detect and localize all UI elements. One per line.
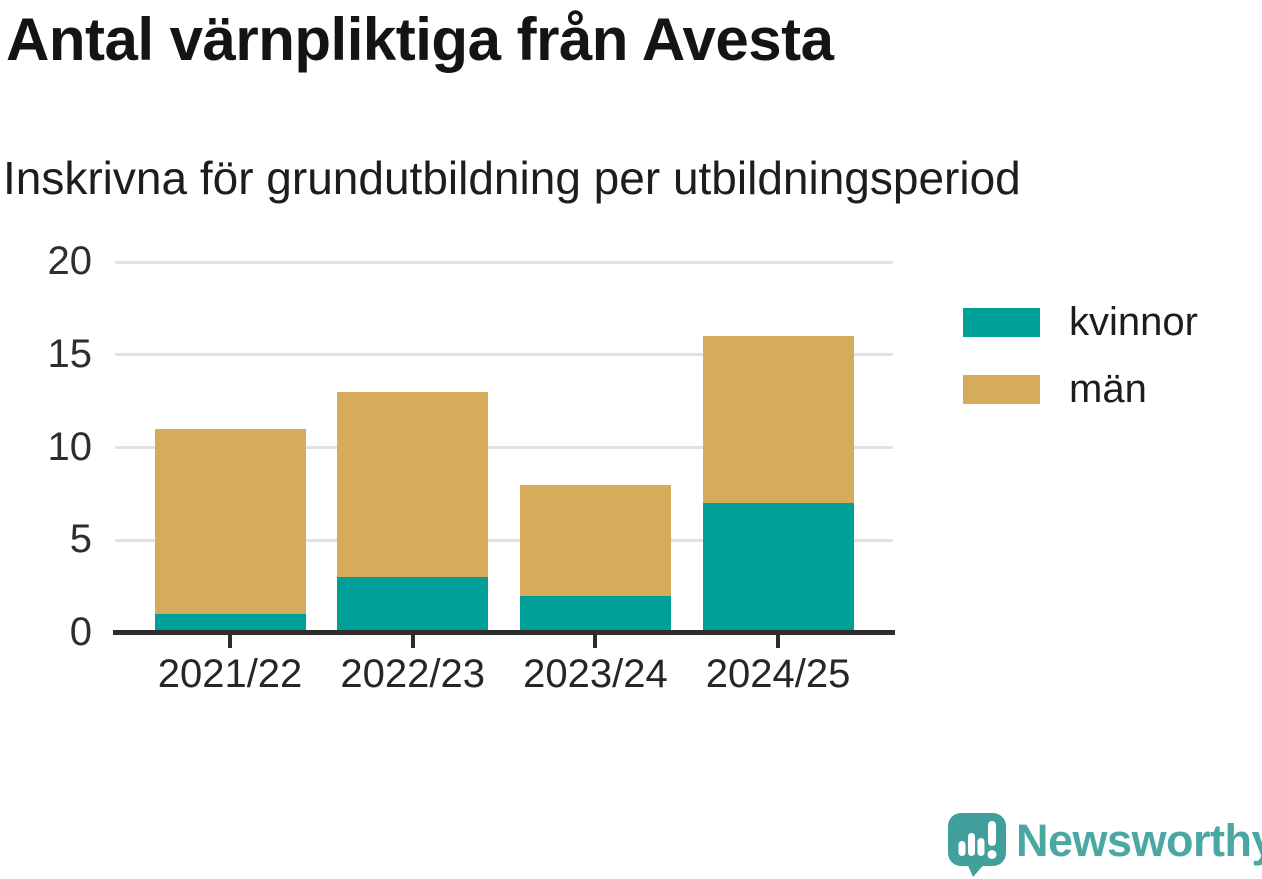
x-tick-2021-22 <box>228 635 232 648</box>
legend-item-man: män <box>963 369 1198 409</box>
x-axis-label-2024-25: 2024/25 <box>705 652 851 696</box>
x-tick-2023-24 <box>593 635 598 648</box>
legend-item-kvinnor: kvinnor <box>963 302 1198 342</box>
bar-segment-m-n-2023-24 <box>519 484 671 596</box>
legend-swatch-kvinnor-icon <box>963 307 1040 337</box>
x-axis-label-2023-24: 2023/24 <box>523 652 668 696</box>
gridline-15 <box>115 353 893 357</box>
legend-swatch-man-icon <box>963 374 1040 404</box>
legend: kvinnor män <box>963 302 1198 409</box>
legend-label-man: män <box>1069 367 1147 411</box>
y-axis: 0 5 10 15 20 <box>0 0 93 879</box>
x-tick-2022-23 <box>410 635 415 648</box>
legend-label-kvinnor: kvinnor <box>1069 300 1198 344</box>
bar-segment-m-n-2024-25 <box>702 336 854 504</box>
y-axis-label-15: 15 <box>47 331 93 376</box>
bar-segment-m-n-2021-22 <box>154 428 306 615</box>
y-axis-label-20: 20 <box>47 239 93 284</box>
x-axis-label-2021-22: 2021/22 <box>157 652 303 696</box>
gridline-10 <box>115 446 893 449</box>
x-axis-label-2022-23: 2022/23 <box>340 652 485 696</box>
x-tick-2024-25 <box>776 635 781 648</box>
bar-segment-kvinnor-2021-22 <box>154 614 306 633</box>
x-axis-line <box>113 630 895 635</box>
bar-segment-kvinnor-2024-25 <box>702 503 854 633</box>
bar-segment-kvinnor-2023-24 <box>519 595 671 633</box>
y-axis-label-0: 0 <box>69 610 92 655</box>
logo-speech-bubble-icon <box>948 813 1006 877</box>
chart-subtitle: Inskrivna för grundutbildning per utbild… <box>3 152 1021 204</box>
chart-title: Antal värnpliktiga från Avesta <box>6 6 834 73</box>
newsworthy-logo: Newsworthy <box>946 811 1262 877</box>
gridline-20 <box>115 260 893 264</box>
plot-area <box>115 260 893 633</box>
logo-text: Newsworthy <box>1016 814 1262 866</box>
bar-segment-kvinnor-2022-23 <box>337 577 489 633</box>
y-axis-label-5: 5 <box>69 517 92 562</box>
bar-segment-m-n-2022-23 <box>337 391 489 578</box>
gridline-5 <box>115 538 893 542</box>
y-axis-label-10: 10 <box>47 424 93 469</box>
